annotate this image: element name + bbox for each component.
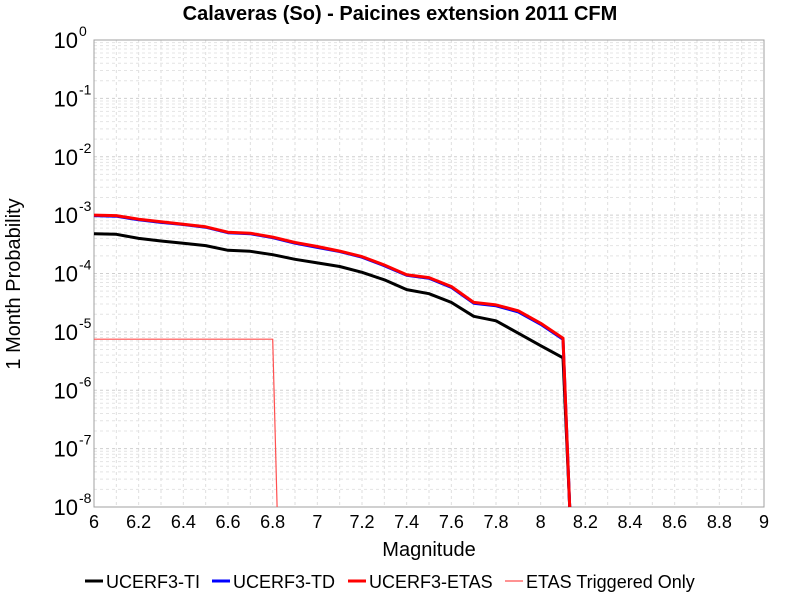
x-tick-label: 8.2	[573, 512, 598, 532]
y-tick-exponent: -4	[79, 257, 92, 273]
y-tick-exponent: -3	[79, 198, 92, 214]
y-tick-base: 10	[54, 378, 78, 403]
y-tick-exponent: -8	[79, 490, 92, 506]
y-tick-label: 10 -7	[54, 432, 92, 462]
y-tick-exponent: -6	[79, 373, 92, 389]
y-tick-exponent: -5	[79, 315, 92, 331]
y-tick-label: 10 0	[54, 23, 87, 53]
series-line-1	[93, 232, 572, 508]
y-axis-label: 1 Month Probability	[3, 198, 25, 369]
y-tick-label: 10 -8	[54, 490, 92, 520]
y-tick-label: 10 -4	[54, 257, 92, 287]
y-tick-base: 10	[54, 145, 78, 170]
x-tick-label: 7.2	[349, 512, 374, 532]
legend: UCERF3-TI UCERF3-TD UCERF3-ETAS ETAS Trigge…	[85, 572, 695, 592]
x-tick-label: 6.8	[260, 512, 285, 532]
x-tick-label: 8	[536, 512, 546, 532]
y-tick-label: 10 -6	[54, 373, 92, 403]
y-tick-base: 10	[54, 203, 78, 228]
legend-item: ETAS Triggered Only	[505, 572, 695, 592]
x-tick-label: 6.2	[126, 512, 151, 532]
y-tick-exponent: 0	[79, 23, 87, 39]
y-tick-base: 10	[54, 437, 78, 462]
series-lines	[93, 213, 572, 508]
y-tick-label: 10 -2	[54, 140, 92, 170]
legend-label: UCERF3-TD	[233, 572, 335, 592]
grid	[93, 40, 765, 508]
legend-label: UCERF3-ETAS	[369, 572, 493, 592]
y-tick-label: 10 -3	[54, 198, 92, 228]
series-line-4	[94, 338, 278, 508]
y-tick-base: 10	[54, 320, 78, 345]
x-tick-label: 6	[89, 512, 99, 532]
x-tick-label: 7.4	[394, 512, 419, 532]
chart-title: Calaveras (So) - Paicines extension 2011…	[183, 3, 618, 25]
legend-label: ETAS Triggered Only	[526, 572, 695, 592]
x-tick-label: 7	[312, 512, 322, 532]
x-tick-label: 8.4	[617, 512, 642, 532]
legend-item: UCERF3-ETAS	[348, 572, 493, 592]
legend-item: UCERF3-TI	[85, 572, 200, 592]
y-tick-exponent: -7	[79, 432, 92, 448]
x-axis-ticks: 6 6.2 6.4 6.6 6.8 7 7.2 7.4 7.6 7.8 8 8.2 8.4 8.6 8.8 9	[89, 512, 769, 532]
y-tick-label: 10 -1	[54, 81, 92, 111]
y-tick-base: 10	[54, 262, 78, 287]
series-line-2	[93, 214, 572, 508]
x-tick-label: 7.6	[439, 512, 464, 532]
y-tick-exponent: -1	[79, 81, 92, 97]
series-line-3	[93, 213, 572, 508]
y-tick-base: 10	[54, 86, 78, 111]
x-tick-label: 6.6	[215, 512, 240, 532]
y-tick-base: 10	[54, 28, 78, 53]
plot-frame	[93, 39, 765, 508]
y-tick-base: 10	[54, 495, 78, 520]
y-tick-exponent: -2	[79, 140, 92, 156]
x-tick-label: 8.6	[662, 512, 687, 532]
legend-label: UCERF3-TI	[106, 572, 200, 592]
x-tick-label: 8.8	[707, 512, 732, 532]
x-axis-label: Magnitude	[382, 539, 475, 561]
legend-item: UCERF3-TD	[212, 572, 335, 592]
x-tick-label: 7.8	[483, 512, 508, 532]
x-tick-label: 6.4	[171, 512, 196, 532]
x-tick-label: 9	[759, 512, 769, 532]
y-tick-label: 10 -5	[54, 315, 92, 345]
